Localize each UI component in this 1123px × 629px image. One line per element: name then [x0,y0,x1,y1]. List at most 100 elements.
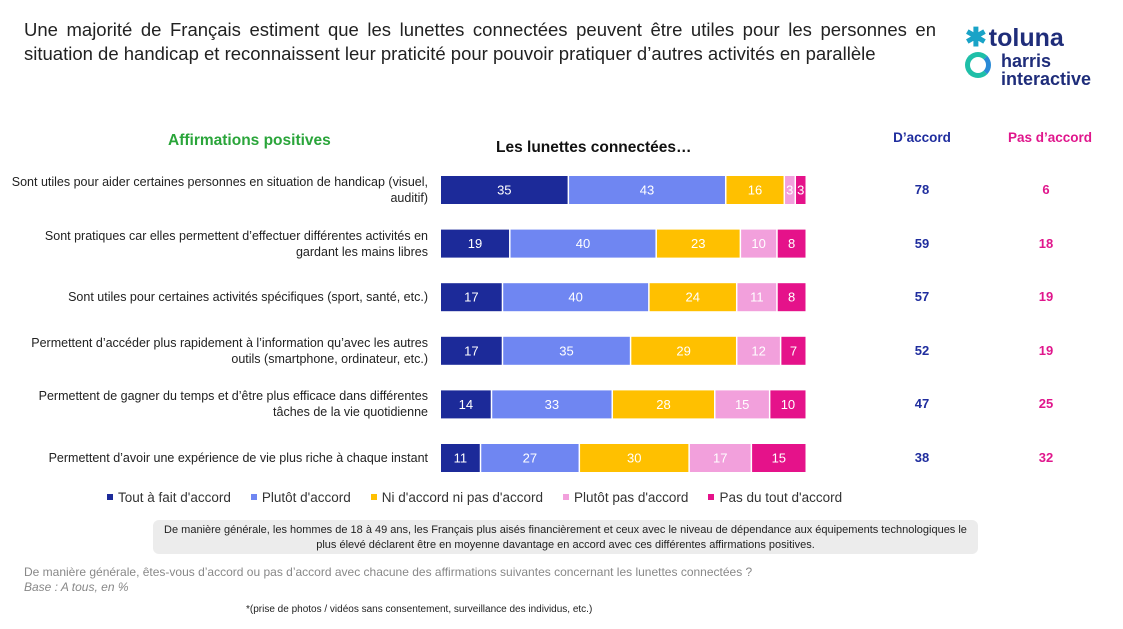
bar-segment [580,444,689,472]
bar-value-label: 10 [751,236,765,251]
legend-label: Tout à fait d'accord [118,490,231,505]
legend-label: Plutôt d'accord [261,490,351,505]
bar-value-label: 16 [748,183,762,198]
agree-total: 59 [914,235,930,251]
asterisk-icon: ✱ [965,22,987,52]
row-label: Sont utiles pour certaines activités spé… [68,290,428,305]
disagree-total: 32 [1038,450,1054,465]
bar-value-label: 35 [497,183,511,198]
bar-value-label: 10 [781,397,795,412]
bar-segment [649,283,736,312]
disagree-total: 19 [1038,342,1054,358]
bar-segment [689,444,751,472]
bar-value-label: 14 [459,397,473,412]
bar-value-label: 19 [468,236,482,251]
bar-segment [510,229,656,258]
bar-value-label: 43 [640,183,654,198]
page-title: Une majorité de Français estiment que le… [24,19,936,64]
bar-segment [777,229,806,258]
base-note: Base : A tous, en % [24,580,129,594]
bar-segment [752,444,806,472]
legend-label: Plutôt pas d'accord [574,490,689,505]
section-label: Affirmations positives [168,132,331,149]
agree-total: 47 [914,396,930,412]
disagree-column-header: Pas d’accord [1007,130,1093,145]
chart-legend: Tout à fait d'accord Plutôt d'accord Ni d'… [107,490,862,505]
bar-value-label: 24 [686,290,700,305]
bar-segment [613,390,714,419]
bar-value-label: 3 [797,183,804,198]
logo-interactive-text: interactive [1001,69,1092,89]
legend-item: Plutôt d'accord [250,490,351,505]
agree-total: 57 [914,289,930,305]
bar-value-label: 8 [788,290,795,305]
bar-segment [441,390,491,419]
bar-value-label: 17 [713,451,727,466]
bar-value-label: 8 [788,236,795,251]
chart-title: Les lunettes connectées… [496,139,692,156]
bar-segment [441,176,568,204]
logo-toluna-text: toluna [988,24,1064,52]
bar-segment [481,444,579,472]
disagree-total: 6 [1042,182,1050,197]
bar-segment [631,336,736,365]
bar-value-label: 15 [772,451,786,466]
legend-item: Tout à fait d'accord [107,490,231,505]
bar-segment [726,176,784,204]
bar-value-label: 17 [464,290,478,305]
row-label: Permettent d’accéder plus rapidement à l… [31,335,428,366]
bar-value-label: 33 [545,397,559,412]
bar-segment [737,283,777,312]
toluna-harris-logo: ✱toluna harris interactive [965,22,1115,92]
bar-value-label: 11 [454,451,468,466]
bar-value-label: 28 [656,397,670,412]
bar-value-label: 35 [559,343,573,358]
bar-value-label: 17 [464,343,478,358]
legend-swatch [370,494,377,501]
disagree-total: 25 [1038,396,1054,412]
row-label: Sont pratiques car elles permettent d’ef… [44,228,428,259]
bar-segment [785,176,795,204]
legend-swatch [708,494,715,501]
row-label: Permettent de gagner du temps et d’être … [38,389,428,420]
bar-segment [715,390,769,419]
row-label: Permettent d’avoir une expérience de vie… [48,451,428,465]
bar-segment [441,444,480,472]
survey-question: De manière générale, êtes-vous d’accord … [24,565,753,579]
bar-segment [777,283,806,312]
bar-segment [503,336,630,365]
bar-segment [781,336,806,365]
legend-item: Ni d'accord ni pas d'accord [370,490,543,505]
bar-segment [441,336,502,365]
agree-total: 52 [914,342,930,358]
legend-swatch [250,494,257,501]
legend-swatch [107,494,113,501]
agree-column-header: D’accord [893,130,951,145]
agree-total: 78 [914,182,930,197]
summary-note: De manière générale, les hommes de 18 à … [153,520,978,554]
agree-total: 38 [914,450,930,465]
logo-harris-text: harris [1001,51,1052,71]
bar-segment [737,336,780,365]
bar-value-label: 3 [786,183,793,198]
bar-value-label: 40 [568,290,582,305]
ring-icon [965,52,991,78]
bar-value-label: 11 [750,290,764,305]
bar-value-label: 40 [576,236,590,251]
bar-segment [441,283,502,312]
bar-value-label: 7 [790,343,797,358]
disagree-total: 19 [1038,289,1054,305]
bar-value-label: 27 [523,451,537,466]
bar-segment [656,229,740,258]
bar-value-label: 23 [691,236,705,251]
footnote: *(prise de photos / vidéos sans consente… [246,604,593,615]
bar-value-label: 15 [735,397,749,412]
legend-item: Plutôt pas d'accord [563,490,688,505]
disagree-total: 18 [1038,235,1054,251]
row-label: Sont utiles pour aider certaines personn… [11,175,428,205]
bar-segment [770,390,806,419]
legend-label: Pas du tout d'accord [719,490,843,505]
bar-segment [441,229,510,258]
bar-segment [492,390,612,419]
